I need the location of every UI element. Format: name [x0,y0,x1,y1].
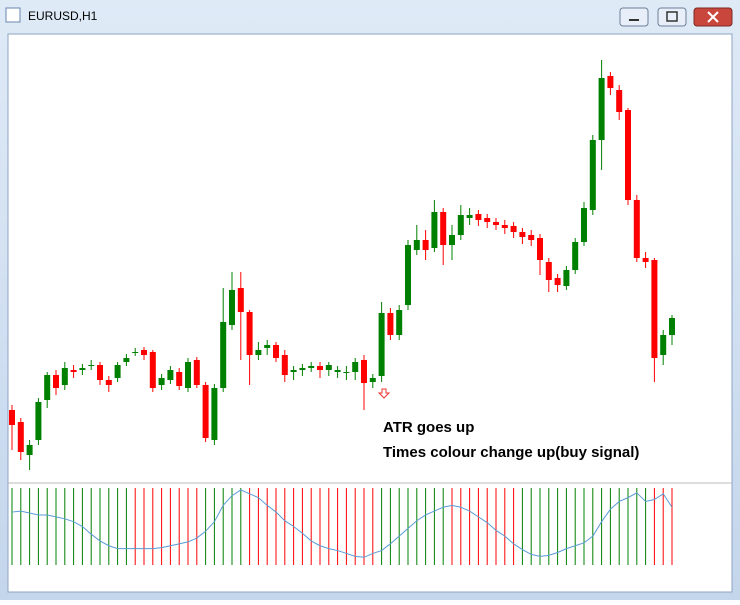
candle-body [396,310,403,335]
candle-body [501,225,508,228]
candle-body [581,208,587,242]
candle-body [79,368,86,370]
candle-body [149,352,156,388]
candle-body [237,288,244,312]
maximize-icon [666,11,678,22]
candle-body [378,313,385,376]
candle-body [61,368,68,385]
candle-body [70,370,77,372]
candle-body [537,238,543,260]
chart-area [7,33,733,593]
candle-body [255,350,262,355]
maximize-button[interactable] [657,7,687,27]
minimize-button[interactable] [619,7,649,27]
candle-body [387,313,394,335]
candle-body [510,226,517,232]
candle-body [26,445,33,455]
candle-body [176,372,183,386]
candle-body [572,242,579,270]
atr-line [11,489,673,558]
candle-body [493,222,499,225]
candle-body [114,365,121,378]
candle-body [669,318,675,335]
candle-body [457,215,464,235]
candle-body [334,370,341,372]
candle-body [545,262,552,280]
candle-body [202,385,209,438]
candle-body [105,380,112,385]
candle-body [563,270,570,286]
candle-body [35,402,42,440]
candle-body [343,372,350,373]
candle-body [413,240,420,250]
candle-body [633,200,640,258]
candle-body [132,352,139,353]
candle-body [17,422,24,452]
candle-body [273,345,279,358]
buy-arrow [377,388,391,399]
candle-body [211,388,218,440]
candle-body [466,215,473,218]
close-icon [707,11,719,23]
candle-body [158,378,165,385]
candle-body [589,140,596,210]
candle-body [44,375,51,400]
candle-body [97,365,103,380]
candle-body [325,365,332,370]
candle-body [290,370,297,372]
candle-body [299,368,306,370]
candle-body [352,362,359,372]
candle-body [405,245,411,305]
candle-body [475,214,482,220]
candle-body [167,370,174,380]
candle-body [53,375,59,388]
annotation: Times colour change up(buy signal) [383,444,639,461]
candle-body [193,360,200,385]
candle-body [317,366,323,370]
candle-body [264,345,271,348]
candle-body [220,322,227,388]
annotation: ATR goes up [383,419,474,436]
candle-body [123,358,130,362]
candle-body [440,212,447,245]
candle-body [369,378,376,382]
candle-body [281,355,288,375]
candle-body [554,278,561,285]
candle-body [642,258,649,262]
candle-body [528,235,535,240]
candle-body [185,362,191,388]
candle-body [598,78,605,140]
candle-body [422,240,429,250]
candle-body [519,232,526,237]
candle-body [449,235,455,245]
candle-body [308,366,315,368]
candle-body [607,76,614,88]
candle-body [88,365,95,366]
candle-body [625,110,631,200]
candle-body [431,212,438,248]
candle-body [651,260,658,358]
candle-body [9,410,15,425]
candle-body [246,312,253,355]
window-icon [5,7,21,23]
candle-body [484,218,491,222]
candle-body [229,290,235,325]
window-title: EURUSD,H1 [28,9,98,23]
candle-body [660,335,667,355]
candle-body [361,360,367,383]
candle-body [141,350,147,355]
candle-body [616,90,623,112]
